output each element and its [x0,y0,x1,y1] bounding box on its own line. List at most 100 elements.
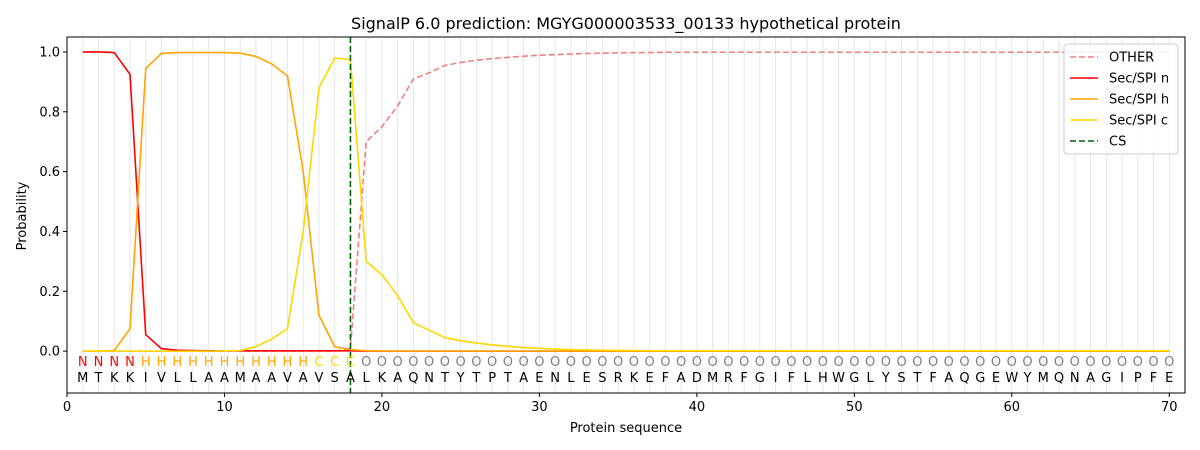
x-tick-label: 10 [216,400,233,415]
sequence-letter: A [204,371,213,386]
sequence-letter: T [94,371,103,386]
region-label: O [471,355,481,370]
sequence-letter: Y [881,371,890,386]
region-label: O [534,355,544,370]
x-tick-label: 50 [846,400,863,415]
sequence-letter: L [174,371,182,386]
region-label: H [172,355,182,370]
y-tick-label: 0.2 [39,285,60,300]
region-label: O [786,355,796,370]
region-label: O [865,355,875,370]
region-label: H [283,355,293,370]
sequence-letter: L [803,371,811,386]
sequence-letter: A [267,371,276,386]
sequence-letter: M [77,371,88,386]
sequence-letter: T [503,371,512,386]
region-label: O [440,355,450,370]
sequence-letter: S [598,371,606,386]
residue-labels: NMNTNKNKHIHVHLHLHAHAHMHAHAHVHACVCSCAOLOK… [77,355,1174,386]
y-tick-label: 0.8 [39,105,60,120]
region-label: C [330,355,339,370]
series-line-sec-spi-h [82,51,1170,352]
region-label: O [928,355,938,370]
sequence-letter: E [535,371,543,386]
sequence-letter: E [992,371,1000,386]
region-label: H [188,355,198,370]
region-label: O [755,355,765,370]
sequence-letter: N [1070,371,1080,386]
region-label: O [629,355,639,370]
sequence-letter: M [1038,371,1049,386]
region-label: O [739,355,749,370]
sequence-letter: A [519,371,528,386]
region-label: O [1054,355,1064,370]
sequence-letter: T [471,371,480,386]
sequence-letter: F [662,371,669,386]
region-label: O [849,355,859,370]
region-label: O [1022,355,1032,370]
x-tick-label: 70 [1161,400,1178,415]
region-label: O [361,355,371,370]
region-label: O [424,355,434,370]
region-label: H [267,355,277,370]
region-label: H [141,355,151,370]
sequence-letter: F [929,371,936,386]
axes: 0 10 20 30 40 50 60 70 0.0 0.2 0.4 0.6 0.8 1.0 [39,36,1186,415]
region-label: O [723,355,733,370]
sequence-letter: I [1120,371,1124,386]
sequence-letter: E [583,371,591,386]
region-label: O [881,355,891,370]
plot-frame [66,36,1186,394]
legend-entry: OTHER [1109,51,1154,66]
region-label: N [125,355,135,370]
sequence-letter: S [331,371,339,386]
sequence-letter: E [1165,371,1173,386]
sequence-letter: P [1134,371,1142,386]
region-label: O [1038,355,1048,370]
region-label: H [157,355,167,370]
y-axis-label: Probability [15,181,30,250]
region-label: O [487,355,497,370]
sequence-letter: D [692,371,702,386]
sequence-letter: V [314,371,323,386]
x-axis-label: Protein sequence [570,421,682,436]
sequence-letter: A [677,371,686,386]
region-label: O [912,355,922,370]
y-tick-label: 0.4 [39,225,60,240]
grid-lines [82,37,1170,393]
region-label: O [597,355,607,370]
region-label: O [959,355,969,370]
sequence-letter: T [440,371,449,386]
sequence-letter: R [614,371,623,386]
sequence-letter: I [144,371,148,386]
series-line-sec-spi-n [82,51,1170,352]
region-label: O [645,355,655,370]
x-tick-label: 30 [531,400,548,415]
sequence-letter: P [488,371,496,386]
sequence-letter: V [157,371,166,386]
region-label: H [251,355,261,370]
region-label: O [660,355,670,370]
sequence-letter: W [832,371,845,386]
region-label: O [503,355,513,370]
sequence-letter: N [550,371,560,386]
sequence-letter: A [393,371,402,386]
region-label: O [707,355,717,370]
region-label: O [676,355,686,370]
sequence-letter: A [1086,371,1095,386]
series-line-sec-spi-c [82,57,1170,352]
region-label: O [566,355,576,370]
sequence-letter: F [740,371,747,386]
y-tick-label: 1.0 [39,45,60,60]
y-tick-label: 0.6 [39,165,60,180]
series-layer [82,37,1170,393]
region-label: O [1133,355,1143,370]
sequence-letter: Y [1023,371,1032,386]
sequence-letter: K [126,371,135,386]
region-label: C [314,355,323,370]
sequence-letter: A [299,371,308,386]
region-label: O [818,355,828,370]
region-label: O [408,355,418,370]
region-label: O [456,355,466,370]
